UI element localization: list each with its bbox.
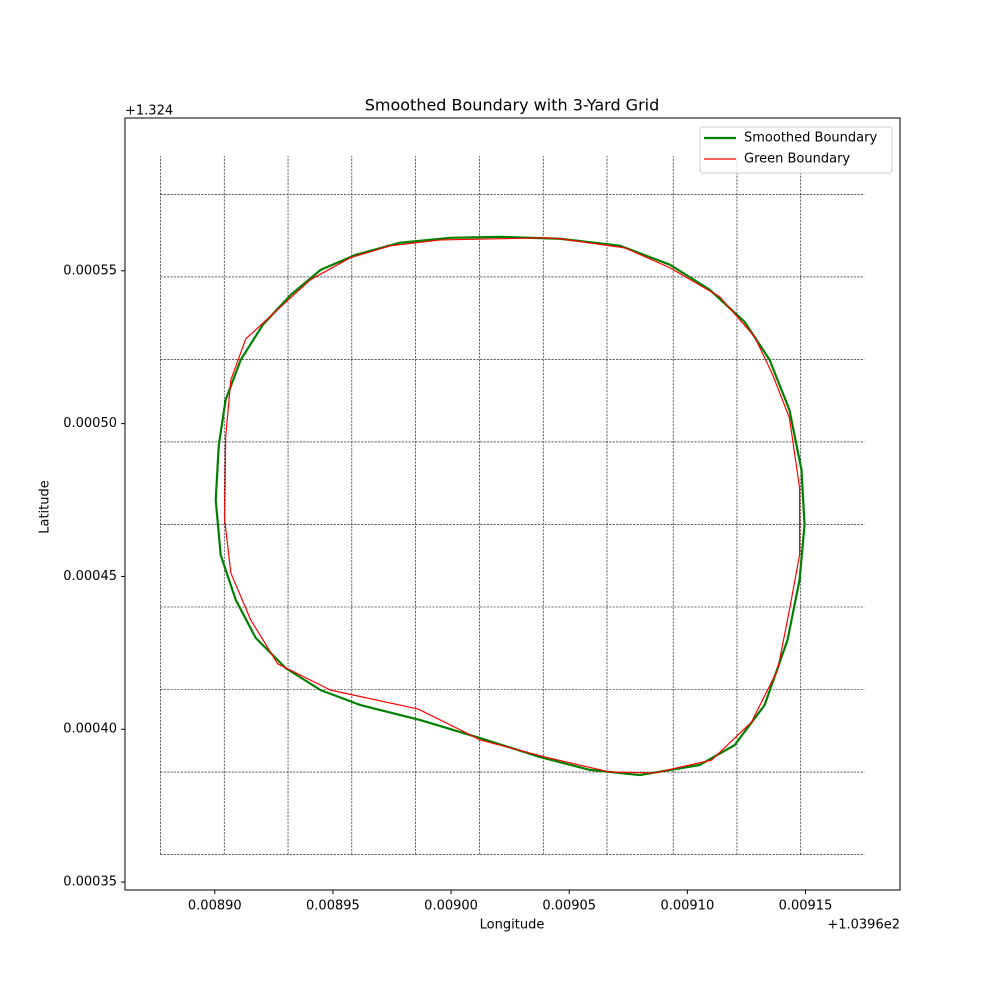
y-tick-label: 0.00045 [63,569,117,584]
y-tick-label: 0.00050 [63,416,117,431]
x-tick-label: 0.00900 [424,899,478,914]
y-tick-label: 0.00035 [63,875,117,890]
legend-box [699,126,893,174]
chart-title: Smoothed Boundary with 3-Yard Grid [365,96,660,115]
x-offset-label: +1.0396e2 [827,918,900,933]
plot-frame [124,117,901,891]
x-tick-label: 0.00895 [306,899,360,914]
y-tick-label: 0.00040 [63,722,117,737]
x-axis-label: Longitude [480,918,545,933]
y-offset-label: +1.324 [125,104,173,119]
x-tick-label: 0.00890 [188,899,242,914]
series-line [224,237,801,774]
x-tick-label: 0.00915 [779,899,833,914]
y-tick-label: 0.00055 [63,263,117,278]
y-axis-label: Latitude [38,480,53,534]
x-tick-label: 0.00905 [542,899,596,914]
series-line [214,235,806,777]
legend-label: Green Boundary [744,152,850,167]
legend-label: Smoothed Boundary [744,131,877,146]
x-tick-label: 0.00910 [660,899,714,914]
